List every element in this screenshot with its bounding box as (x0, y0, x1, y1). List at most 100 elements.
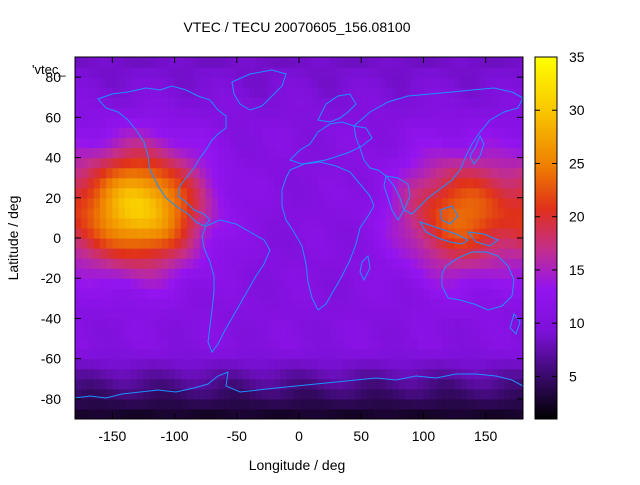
heatmap-cell (467, 278, 474, 289)
heatmap-cell (118, 147, 126, 159)
heatmap-cell (311, 167, 319, 179)
coast-south-america (201, 219, 271, 354)
heatmap-cell (342, 197, 350, 209)
heatmap-cell (292, 348, 300, 360)
heatmap-cell (485, 197, 493, 209)
heatmap-cell (131, 398, 138, 410)
x-tick-label: 50 (353, 428, 369, 444)
heatmap-cell (106, 358, 113, 370)
heatmap-cell (280, 338, 288, 350)
heatmap-cell (355, 187, 362, 199)
heatmap-cell (516, 268, 523, 279)
heatmap-cell (162, 298, 169, 309)
heatmap-cell (224, 248, 232, 259)
heatmap-cell (323, 338, 331, 350)
heatmap-cell (330, 258, 337, 269)
heatmap-cell (224, 147, 232, 159)
heatmap-cell (491, 368, 499, 380)
heatmap-cell (504, 238, 512, 249)
heatmap-cell (299, 57, 306, 68)
heatmap-cell (491, 77, 499, 88)
heatmap-cell (280, 67, 288, 78)
heatmap-cell (305, 248, 313, 259)
heatmap-cell (168, 87, 176, 98)
heatmap-cell (473, 378, 481, 390)
heatmap-cell (267, 388, 275, 400)
heatmap-cell (311, 398, 319, 410)
heatmap-cell (404, 358, 412, 370)
heatmap-cell (205, 358, 213, 370)
heatmap-cell (267, 248, 275, 259)
heatmap-cell (448, 338, 456, 350)
heatmap-cell (330, 238, 337, 249)
heatmap-cell (485, 298, 493, 309)
heatmap-cell (187, 97, 194, 108)
heatmap-cell (485, 117, 493, 128)
heatmap-cell (137, 147, 145, 159)
heatmap-cell (112, 398, 120, 410)
heatmap-cell (118, 378, 126, 390)
heatmap-cell (274, 227, 281, 239)
heatmap-cell (479, 268, 487, 279)
heatmap-cell (516, 207, 523, 219)
heatmap-cell (361, 57, 369, 68)
heatmap-cell (274, 248, 281, 259)
heatmap-cell (292, 268, 300, 279)
heatmap-cell (149, 268, 157, 279)
heatmap-cell (218, 87, 225, 98)
heatmap-cell (81, 197, 89, 209)
heatmap-cell (299, 207, 306, 219)
heatmap-cell (305, 177, 313, 189)
heatmap-cell (467, 117, 474, 128)
heatmap-cell (211, 217, 219, 229)
heatmap-cell (99, 328, 107, 340)
heatmap-cell (93, 308, 101, 320)
heatmap-cell (417, 398, 425, 410)
heatmap-cell (211, 227, 219, 239)
heatmap-cell (99, 147, 107, 159)
heatmap-cell (137, 177, 145, 189)
heatmap-cell (504, 87, 512, 98)
heatmap-cell (491, 107, 499, 118)
heatmap-cell (404, 187, 412, 199)
heatmap-cell (224, 177, 232, 189)
y-tick-label: 60 (45, 109, 61, 125)
heatmap-cell (131, 77, 138, 88)
heatmap-cell (261, 318, 269, 330)
heatmap-cell (174, 157, 182, 169)
heatmap-cell (323, 348, 331, 360)
heatmap-cell (255, 318, 263, 330)
heatmap-cell (305, 268, 313, 279)
heatmap-cell (211, 107, 219, 118)
heatmap-cell (243, 207, 250, 219)
heatmap-cell (267, 197, 275, 209)
heatmap-cell (336, 398, 344, 410)
heatmap-cell (249, 318, 257, 330)
heatmap-cell (392, 398, 400, 410)
coast-africa (281, 161, 375, 311)
heatmap-cell (398, 378, 406, 390)
heatmap-cell (485, 358, 493, 370)
heatmap-cell (392, 217, 400, 229)
heatmap-cell (162, 388, 169, 400)
heatmap-cell (323, 308, 331, 320)
heatmap-cell (373, 147, 381, 159)
heatmap-cell (435, 217, 443, 229)
heatmap-cell (510, 378, 518, 390)
heatmap-cell (180, 177, 188, 189)
heatmap-cell (205, 258, 213, 269)
heatmap-cell (411, 318, 418, 330)
heatmap-cell (118, 227, 126, 239)
heatmap-cell (516, 348, 523, 360)
heatmap-cell (106, 318, 113, 330)
heatmap-cell (99, 318, 107, 330)
heatmap-cell (435, 147, 443, 159)
heatmap-cell (255, 87, 263, 98)
heatmap-cell (87, 227, 95, 239)
heatmap-cell (317, 288, 325, 299)
heatmap-cell (348, 127, 356, 139)
heatmap-cell (255, 127, 263, 139)
heatmap-cell (485, 268, 493, 279)
heatmap-cell (149, 157, 157, 169)
